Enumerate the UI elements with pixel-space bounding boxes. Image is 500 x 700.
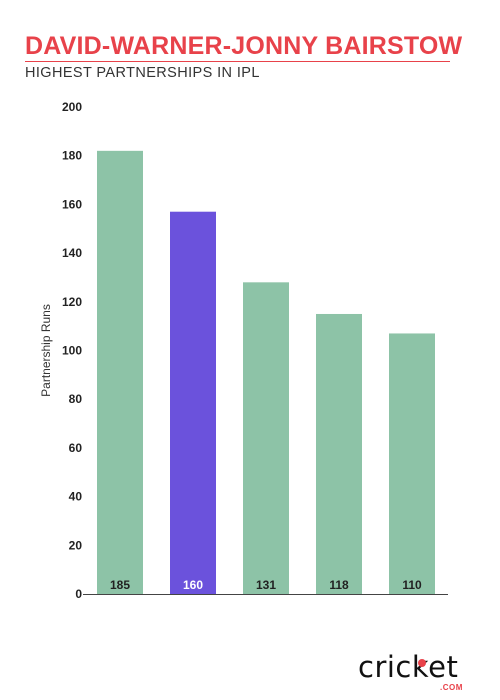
brand-dot-icon [418, 659, 426, 667]
bar-data-label: 131 [256, 578, 276, 592]
y-tick-label: 180 [62, 149, 82, 163]
y-tick-label: 100 [62, 344, 82, 358]
chart-subtitle: HIGHEST PARTNERSHIPS IN IPL [25, 65, 260, 81]
bar-data-label: 118 [329, 578, 349, 592]
bar-data-label: 110 [402, 578, 422, 592]
cricket-com-logo: cricket .COM [358, 650, 478, 692]
y-tick-label: 80 [69, 392, 83, 406]
y-axis-label: Partnership Runs [39, 304, 53, 397]
y-tick-label: 20 [69, 538, 83, 552]
title-underline [25, 61, 450, 62]
bar [316, 313, 362, 594]
y-tick-label: 120 [62, 295, 82, 309]
bar-data-label: 185 [110, 578, 130, 592]
y-tick-label: 40 [69, 490, 83, 504]
brand-domain: .COM [440, 683, 463, 692]
y-tick-label: 140 [62, 246, 82, 260]
y-tick-label: 60 [69, 441, 83, 455]
bar-chart: 0 20 40 60 80 100 120 140 160 180 200 Partnership R… [39, 100, 448, 601]
bar [389, 333, 435, 594]
y-tick-label: 0 [75, 587, 82, 601]
brand-wordmark: cricket [358, 650, 459, 684]
bar [170, 211, 216, 594]
chart-title: DAVID-WARNER-JONNY BAIRSTOW [25, 32, 463, 60]
bar-data-label: 160 [183, 578, 203, 592]
bar [97, 150, 143, 594]
bar [243, 282, 289, 594]
y-tick-label: 200 [62, 100, 82, 114]
y-tick-label: 160 [62, 197, 82, 211]
